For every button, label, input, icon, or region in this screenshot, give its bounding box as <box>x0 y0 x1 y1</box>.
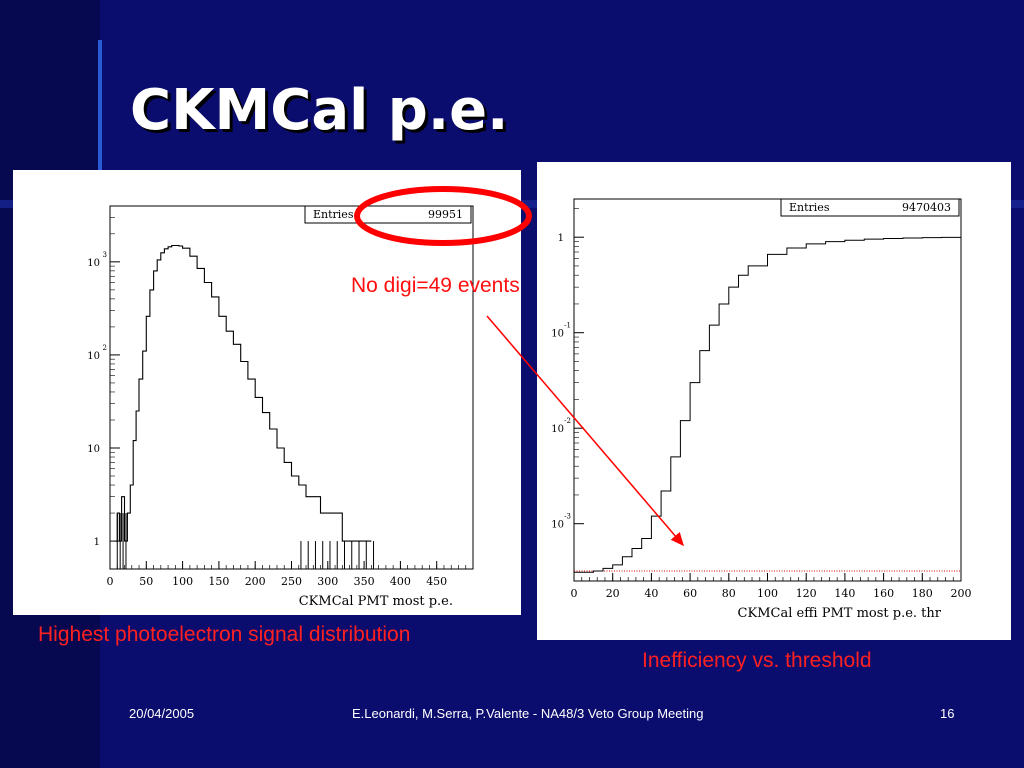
x-axis-label: CKMCal effi PMT most p.e. thr <box>738 606 942 621</box>
y-tick-label: 10 <box>551 329 564 340</box>
x-tick-label: 50 <box>139 575 153 588</box>
stats-value: 99951 <box>428 208 463 221</box>
left-chart-panel: 0 50 100 150 200 250 300 350 400 450 1 10 10 2 10 3 CKMC… <box>13 170 521 615</box>
x-tick-label: 120 <box>796 587 817 600</box>
histogram-series <box>115 244 372 542</box>
x-tick-label: 450 <box>426 575 447 588</box>
stats-box: Entries 9470403 <box>780 198 960 217</box>
y-tick-label: 10 <box>87 444 100 455</box>
x-tick-label: 20 <box>606 587 620 600</box>
y-tick-exponent: 2 <box>103 344 107 352</box>
x-tick-label: 0 <box>107 575 114 588</box>
stats-label: Entries <box>789 201 830 214</box>
x-axis-label: CKMCal PMT most p.e. <box>299 594 453 609</box>
footer-page-number: 16 <box>940 706 955 721</box>
x-tick-label: 300 <box>317 575 338 588</box>
efficiency-series <box>574 236 962 573</box>
x-tick-label: 100 <box>172 575 193 588</box>
pe-distribution-chart: 0 50 100 150 200 250 300 350 400 450110102103CKMC… <box>87 205 474 609</box>
y-tick-exponent: 3 <box>103 251 107 259</box>
y-tick-exponent: -2 <box>564 417 571 425</box>
y-tick-exponent: -1 <box>564 322 571 330</box>
footer-authors: E.Leonardi, M.Serra, P.Valente - NA48/3 … <box>352 706 704 721</box>
y-tick-label: 1 <box>558 233 564 244</box>
right-chart-caption: Inefficiency vs. threshold <box>642 649 872 672</box>
x-tick-label: 160 <box>873 587 894 600</box>
x-tick-label: 180 <box>912 587 933 600</box>
x-tick-label: 350 <box>354 575 375 588</box>
x-tick-label: 0 <box>571 587 578 600</box>
stats-box: Entries 99951 <box>304 205 472 224</box>
slide-title: CKMCal p.e. <box>130 78 509 143</box>
x-tick-label: 200 <box>245 575 266 588</box>
y-tick-label: 10 <box>551 424 564 435</box>
y-tick-label: 10 <box>87 351 100 362</box>
y-tick-label: 10 <box>87 258 100 269</box>
x-tick-label: 150 <box>208 575 229 588</box>
y-tick-label: 10 <box>551 520 564 531</box>
y-tick-exponent: -3 <box>564 513 571 521</box>
x-tick-label: 250 <box>281 575 302 588</box>
stats-box-frame <box>780 198 960 217</box>
left-chart-caption: Highest photoelectron signal distributio… <box>38 623 411 646</box>
no-digi-annotation: No digi=49 events <box>351 274 520 297</box>
x-tick-label: 400 <box>390 575 411 588</box>
x-tick-label: 200 <box>951 587 972 600</box>
inefficiency-chart: 0 20 40 60 80 100 120 140 160 180 200110-110-210-3… <box>551 198 972 621</box>
x-tick-label: 100 <box>757 587 778 600</box>
stats-value: 9470403 <box>902 201 951 214</box>
stats-label: Entries <box>313 208 354 221</box>
plot-frame <box>109 205 474 570</box>
background-accent-line <box>98 40 102 210</box>
footer-date: 20/04/2005 <box>129 706 195 721</box>
x-tick-label: 60 <box>683 587 697 600</box>
x-tick-label: 140 <box>834 587 855 600</box>
y-tick-label: 1 <box>94 537 100 548</box>
x-tick-label: 80 <box>722 587 736 600</box>
right-chart-panel: 0 20 40 60 80 100 120 140 160 180 200 1 10 -1 10 -2 10 -3… <box>537 162 1011 640</box>
x-tick-label: 40 <box>644 587 658 600</box>
